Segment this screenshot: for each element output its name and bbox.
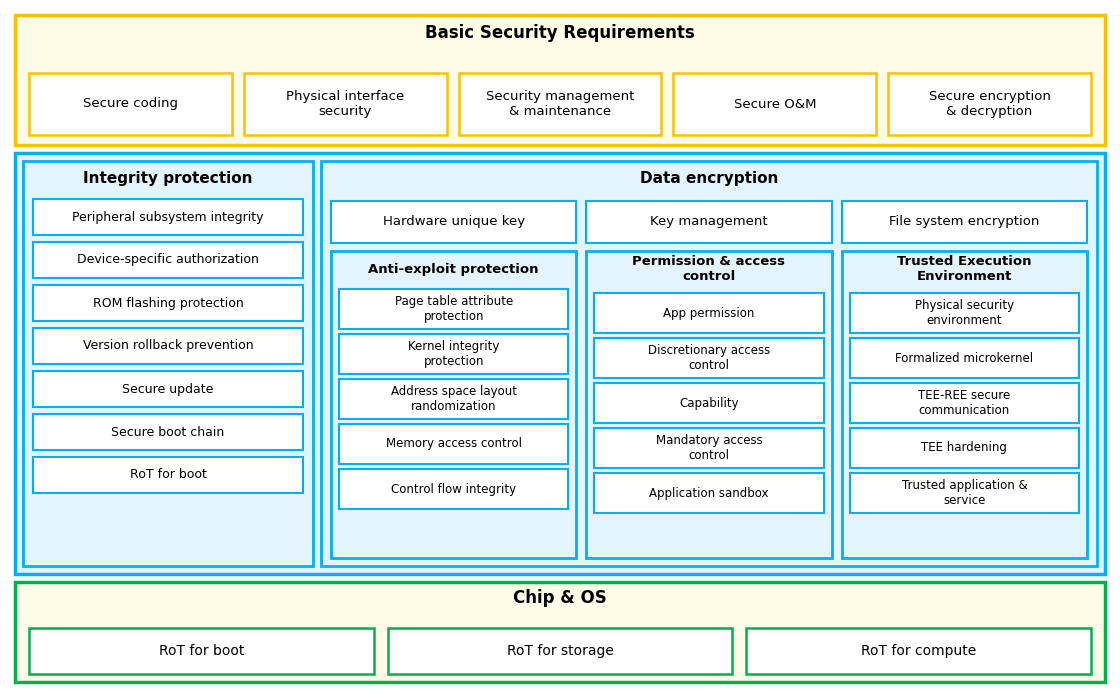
Text: Secure encryption
& decryption: Secure encryption & decryption — [928, 90, 1051, 118]
FancyBboxPatch shape — [388, 628, 732, 674]
FancyBboxPatch shape — [15, 582, 1105, 682]
FancyBboxPatch shape — [587, 251, 832, 558]
Text: Integrity protection: Integrity protection — [83, 171, 253, 185]
Text: Secure O&M: Secure O&M — [734, 98, 816, 111]
Text: Chip & OS: Chip & OS — [513, 589, 607, 607]
Text: Anti-exploit protection: Anti-exploit protection — [368, 263, 539, 275]
FancyBboxPatch shape — [32, 328, 304, 364]
FancyBboxPatch shape — [332, 251, 577, 558]
FancyBboxPatch shape — [339, 379, 568, 419]
FancyBboxPatch shape — [850, 338, 1079, 378]
Text: Device-specific authorization: Device-specific authorization — [77, 254, 259, 266]
Text: Key management: Key management — [651, 215, 768, 229]
FancyBboxPatch shape — [595, 383, 823, 423]
FancyBboxPatch shape — [32, 371, 304, 407]
FancyBboxPatch shape — [32, 242, 304, 278]
FancyBboxPatch shape — [15, 153, 1105, 574]
Text: App permission: App permission — [663, 307, 755, 319]
Text: Mandatory access
control: Mandatory access control — [655, 434, 763, 462]
Text: TEE-REE secure
communication: TEE-REE secure communication — [918, 389, 1010, 417]
Text: Version rollback prevention: Version rollback prevention — [83, 339, 253, 353]
Text: ROM flashing protection: ROM flashing protection — [93, 296, 243, 309]
Text: Page table attribute
protection: Page table attribute protection — [394, 295, 513, 323]
Text: TEE hardening: TEE hardening — [922, 441, 1007, 454]
FancyBboxPatch shape — [32, 414, 304, 450]
FancyBboxPatch shape — [841, 251, 1088, 558]
Text: Basic Security Requirements: Basic Security Requirements — [426, 24, 694, 42]
FancyBboxPatch shape — [595, 473, 823, 513]
Text: File system encryption: File system encryption — [889, 215, 1039, 229]
Text: Trusted Execution
Environment: Trusted Execution Environment — [897, 255, 1032, 283]
Text: Trusted application &
service: Trusted application & service — [902, 479, 1027, 507]
Text: Application sandbox: Application sandbox — [650, 487, 768, 500]
Text: RoT for boot: RoT for boot — [159, 644, 244, 658]
FancyBboxPatch shape — [339, 424, 568, 464]
Text: Memory access control: Memory access control — [385, 438, 522, 450]
Text: Kernel integrity
protection: Kernel integrity protection — [408, 340, 500, 368]
FancyBboxPatch shape — [24, 161, 312, 566]
Text: Secure update: Secure update — [122, 383, 214, 395]
FancyBboxPatch shape — [841, 201, 1088, 243]
FancyBboxPatch shape — [15, 15, 1105, 145]
Text: Physical interface
security: Physical interface security — [286, 90, 404, 118]
Text: Security management
& maintenance: Security management & maintenance — [486, 90, 634, 118]
FancyBboxPatch shape — [673, 73, 876, 135]
FancyBboxPatch shape — [332, 201, 577, 243]
FancyBboxPatch shape — [32, 199, 304, 235]
FancyBboxPatch shape — [339, 289, 568, 329]
Text: Secure boot chain: Secure boot chain — [111, 425, 225, 438]
FancyBboxPatch shape — [888, 73, 1091, 135]
FancyBboxPatch shape — [850, 293, 1079, 333]
FancyBboxPatch shape — [746, 628, 1091, 674]
FancyBboxPatch shape — [32, 457, 304, 493]
FancyBboxPatch shape — [32, 285, 304, 321]
FancyBboxPatch shape — [595, 338, 823, 378]
FancyBboxPatch shape — [850, 473, 1079, 513]
FancyBboxPatch shape — [595, 293, 823, 333]
Text: RoT for storage: RoT for storage — [506, 644, 614, 658]
FancyBboxPatch shape — [321, 161, 1096, 566]
FancyBboxPatch shape — [244, 73, 447, 135]
Text: Secure coding: Secure coding — [83, 98, 178, 111]
Text: Address space layout
randomization: Address space layout randomization — [391, 385, 516, 413]
Text: Data encryption: Data encryption — [640, 171, 778, 185]
FancyBboxPatch shape — [339, 469, 568, 509]
Text: RoT for boot: RoT for boot — [130, 468, 206, 482]
Text: Physical security
environment: Physical security environment — [915, 299, 1014, 327]
FancyBboxPatch shape — [29, 628, 374, 674]
Text: Capability: Capability — [679, 397, 739, 410]
FancyBboxPatch shape — [595, 428, 823, 468]
Text: Control flow integrity: Control flow integrity — [391, 482, 516, 496]
FancyBboxPatch shape — [29, 73, 232, 135]
FancyBboxPatch shape — [850, 383, 1079, 423]
Text: Permission & access
control: Permission & access control — [633, 255, 785, 283]
FancyBboxPatch shape — [458, 73, 662, 135]
Text: RoT for compute: RoT for compute — [861, 644, 977, 658]
Text: Peripheral subsystem integrity: Peripheral subsystem integrity — [73, 210, 263, 224]
FancyBboxPatch shape — [587, 201, 832, 243]
Text: Discretionary access
control: Discretionary access control — [647, 344, 771, 372]
FancyBboxPatch shape — [339, 334, 568, 374]
Text: Hardware unique key: Hardware unique key — [383, 215, 525, 229]
Text: Formalized microkernel: Formalized microkernel — [895, 351, 1034, 365]
FancyBboxPatch shape — [850, 428, 1079, 468]
